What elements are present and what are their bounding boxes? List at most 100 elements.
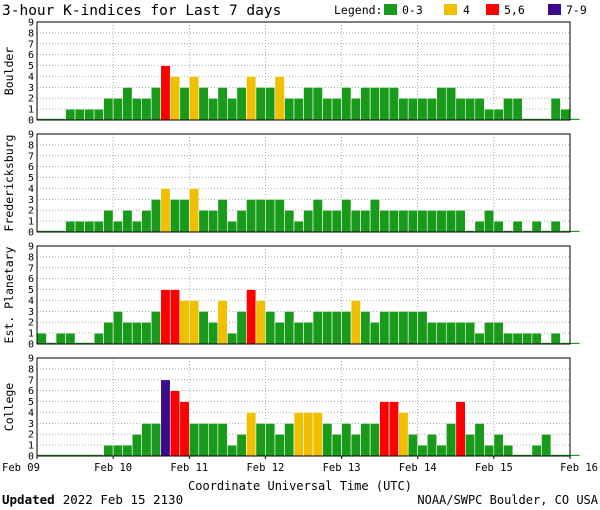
kp-bar: [550, 454, 561, 456]
kp-bar: [198, 311, 209, 345]
kp-bar: [407, 209, 419, 233]
legend-swatch-0-3: [384, 4, 397, 15]
kp-bar: [350, 433, 361, 457]
x-tick-label: Feb 10: [94, 462, 132, 474]
kp-bar: [512, 332, 523, 345]
station-label: Est. Planetary: [2, 246, 16, 343]
kp-bar: [246, 199, 257, 233]
y-tick-label: 8: [28, 364, 34, 375]
legend-text-7-9: 7-9: [566, 3, 587, 17]
kp-bar: [160, 188, 171, 233]
kp-bar: [560, 108, 571, 121]
kp-bar: [284, 209, 295, 233]
kp-bar: [112, 444, 123, 457]
kp-bar: [217, 199, 228, 233]
kp-bar: [407, 311, 419, 345]
kp-bar: [236, 311, 247, 345]
kp-bar: [360, 87, 371, 121]
kp-bar: [169, 289, 181, 345]
station-panels: 0123456789Boulder0123456789Fredericksbur…: [2, 18, 580, 463]
kp-bar: [522, 454, 532, 456]
kp-bar: [293, 321, 304, 345]
x-tick-label: Feb 14: [399, 462, 437, 474]
y-tick-label: 1: [28, 217, 34, 228]
legend-swatch-7-9: [548, 4, 561, 15]
footer-updated: Updated 2022 Feb 15 2130: [2, 492, 183, 507]
kp-bar: [293, 97, 304, 121]
y-tick-label: 4: [28, 72, 34, 83]
y-tick-label: 8: [28, 252, 34, 263]
kp-bar: [455, 321, 466, 345]
kp-bar: [84, 342, 95, 344]
legend: Legend: 0-3 4 5,6 7-9: [334, 3, 587, 17]
kp-bar: [484, 444, 495, 457]
footer-updated-label: Updated: [2, 492, 55, 507]
kp-bar: [570, 118, 580, 120]
kp-bar: [37, 118, 47, 120]
kp-bar: [265, 311, 276, 345]
kp-bar: [436, 321, 447, 345]
kp-bar: [188, 188, 200, 233]
y-tick-label: 1: [28, 329, 34, 340]
kp-bar: [293, 412, 304, 457]
kp-bar: [246, 76, 257, 121]
legend-text-0-3: 0-3: [402, 3, 423, 17]
kp-bar: [179, 199, 190, 233]
kp-bar: [512, 454, 523, 456]
kp-bar: [217, 423, 228, 457]
kp-bar: [74, 220, 85, 233]
kp-bar: [398, 97, 409, 121]
kp-bar: [455, 401, 466, 457]
kp-bar: [169, 199, 181, 233]
y-tick-label: 2: [28, 206, 34, 217]
y-tick-label: 6: [28, 386, 34, 397]
kp-bar: [331, 209, 342, 233]
kp-bar: [417, 209, 428, 233]
kp-bar: [46, 230, 57, 232]
kp-bar: [360, 311, 371, 345]
kp-bar: [503, 332, 514, 345]
legend-text-5-6: 5,6: [504, 3, 525, 17]
kp-bar: [570, 454, 580, 456]
kp-bar: [36, 332, 47, 345]
kp-bar: [93, 108, 104, 121]
y-tick-label: 9: [28, 130, 34, 141]
kp-bar: [331, 97, 342, 121]
kp-bar: [312, 311, 323, 345]
kp-bar: [160, 379, 171, 457]
kp-bar: [426, 97, 438, 121]
kp-bar: [341, 311, 352, 345]
kp-bar: [112, 97, 123, 121]
kp-bar: [369, 87, 380, 121]
kp-bar: [103, 209, 114, 233]
panel-border: [36, 357, 571, 457]
station-label: College: [2, 383, 16, 432]
kp-bar: [369, 199, 380, 233]
kp-bar: [56, 454, 66, 456]
kp-bar: [445, 423, 457, 457]
kp-bar: [322, 423, 333, 457]
kp-bar: [217, 300, 228, 345]
kp-bar: [56, 118, 66, 120]
kp-bar: [103, 444, 114, 457]
kp-bar: [179, 300, 190, 345]
kp-bar: [407, 97, 419, 121]
kp-bar: [350, 300, 361, 345]
kp-bar: [341, 87, 352, 121]
kp-bar: [150, 423, 162, 457]
y-tick-label: 5: [28, 285, 34, 296]
kp-bar: [398, 209, 409, 233]
kp-bar: [541, 118, 551, 120]
kp-bar: [188, 423, 200, 457]
kp-bar: [512, 97, 523, 121]
y-tick-label: 4: [28, 184, 34, 195]
kp-bar: [322, 311, 333, 345]
kp-bar: [388, 401, 399, 457]
kp-bar: [465, 230, 475, 232]
x-tick-label: Feb 16: [560, 462, 598, 474]
y-tick-label: 2: [28, 94, 34, 105]
kp-bar: [445, 87, 457, 121]
kp-bar: [455, 97, 466, 121]
